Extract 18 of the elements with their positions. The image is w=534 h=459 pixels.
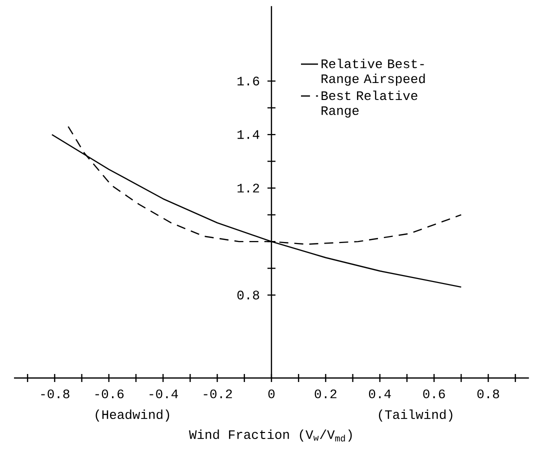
y-tick-label: 1.2	[238, 184, 260, 192]
x-tick-label: -0.6	[95, 389, 124, 398]
x-tick-label: 0.4	[368, 389, 391, 398]
x-tick-label: -0.8	[41, 389, 70, 398]
legend-label: Relative Best-Range Airspeed	[322, 58, 425, 86]
text: (Tailwind)	[378, 410, 452, 422]
x-tick-label: 0.6	[423, 389, 445, 398]
y-tick-label: 1.6	[238, 76, 260, 86]
x-tick-label: -0.2	[204, 389, 232, 398]
y-tick-label: 0.8	[237, 290, 260, 300]
x-tick-label: 0.2	[314, 389, 336, 398]
legend-label: Best Relative Range	[322, 90, 418, 118]
x-tick-label: -0.4	[150, 389, 178, 398]
x-tick-label: 0.8	[477, 389, 500, 398]
x-axis-title: Wind Fraction (V$_{w}$/V$_{md}$)	[188, 430, 352, 442]
text: (Headwind)	[96, 410, 170, 422]
y-tick-label: 1.4	[238, 130, 260, 139]
x-tick-label: 0	[268, 389, 275, 398]
